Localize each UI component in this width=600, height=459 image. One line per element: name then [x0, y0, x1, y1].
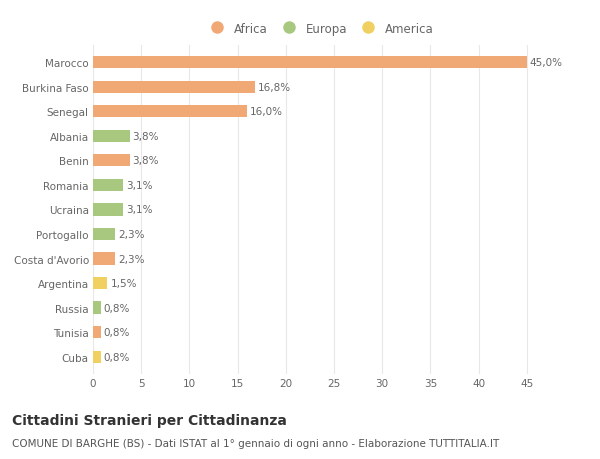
Bar	[93, 130, 130, 143]
Text: 3,1%: 3,1%	[126, 180, 152, 190]
Bar	[93, 302, 101, 314]
Bar	[93, 106, 247, 118]
Bar	[93, 155, 130, 167]
Text: 0,8%: 0,8%	[104, 327, 130, 337]
Text: 2,3%: 2,3%	[118, 254, 145, 264]
Text: Cittadini Stranieri per Cittadinanza: Cittadini Stranieri per Cittadinanza	[12, 413, 287, 427]
Bar	[93, 326, 101, 339]
Bar	[93, 229, 115, 241]
Text: 2,3%: 2,3%	[118, 230, 145, 240]
Bar	[93, 351, 101, 363]
Text: 16,0%: 16,0%	[250, 107, 283, 117]
Legend: Africa, Europa, America: Africa, Europa, America	[202, 19, 437, 39]
Text: 3,1%: 3,1%	[126, 205, 152, 215]
Text: 0,8%: 0,8%	[104, 352, 130, 362]
Bar	[93, 57, 527, 69]
Text: COMUNE DI BARGHE (BS) - Dati ISTAT al 1° gennaio di ogni anno - Elaborazione TUT: COMUNE DI BARGHE (BS) - Dati ISTAT al 1°…	[12, 438, 499, 448]
Text: 45,0%: 45,0%	[530, 58, 563, 68]
Bar	[93, 179, 123, 191]
Bar	[93, 253, 115, 265]
Bar	[93, 204, 123, 216]
Text: 1,5%: 1,5%	[110, 279, 137, 288]
Text: 0,8%: 0,8%	[104, 303, 130, 313]
Text: 3,8%: 3,8%	[133, 132, 159, 141]
Text: 16,8%: 16,8%	[258, 83, 291, 93]
Text: 3,8%: 3,8%	[133, 156, 159, 166]
Bar	[93, 81, 255, 94]
Bar	[93, 277, 107, 290]
